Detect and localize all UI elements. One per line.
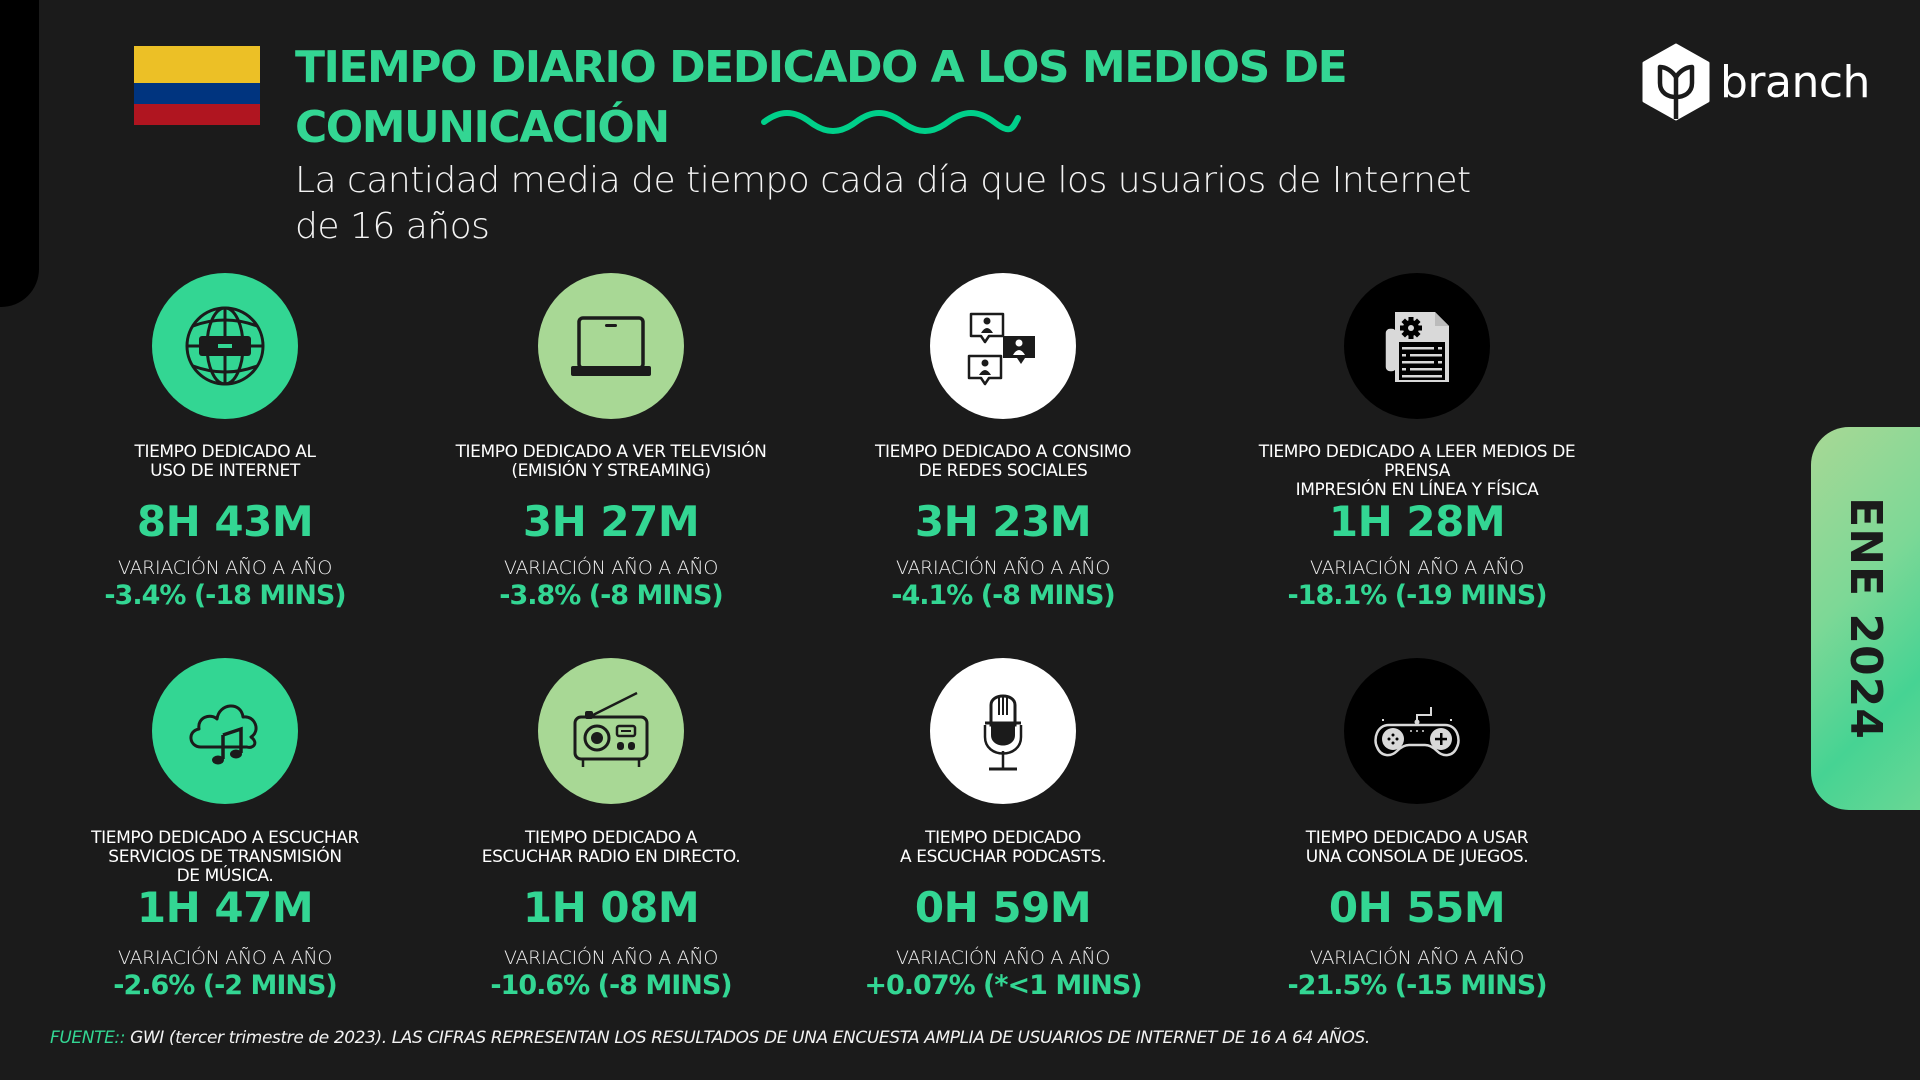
variation-change: -3.8% (-8 MINS)	[499, 580, 724, 611]
stat-label: TIEMPO DEDICADO A USAR UNA CONSOLA DE JU…	[1305, 828, 1529, 867]
icon-circle	[538, 658, 684, 804]
date-tab: ENE 2024	[1811, 427, 1920, 810]
stat-value: 1H 47M	[136, 883, 314, 932]
stat-card-press: TIEMPO DEDICADO A LEER MEDIOS DE PRENSA …	[1227, 273, 1607, 612]
stat-value: 1H 28M	[1328, 497, 1506, 546]
wavy-line-icon	[761, 110, 1021, 134]
stat-card-podcasts: TIEMPO DEDICADO A ESCUCHAR PODCASTS. 0H …	[813, 658, 1193, 1002]
stat-value: 3H 27M	[522, 497, 700, 546]
newspaper-document-icon	[1384, 312, 1449, 382]
icon-circle	[1344, 273, 1490, 419]
stat-label: TIEMPO DEDICADO A ESCUCHAR RADIO EN DIRE…	[481, 828, 741, 867]
stat-card-internet: TIEMPO DEDICADO AL USO DE INTERNET 8H 43…	[35, 273, 415, 612]
variation-label: VARIACIÓN AÑO A AÑO	[503, 947, 719, 969]
branch-logo: branch	[1642, 42, 1870, 122]
left-accent-bar	[0, 0, 39, 307]
subtitle-line-2: de 16 años	[295, 206, 490, 247]
stat-value: 1H 08M	[522, 883, 700, 932]
globe-icon	[185, 306, 265, 386]
title-line-2: COMUNICACIÓN	[295, 102, 670, 153]
variation-label: VARIACIÓN AÑO A AÑO	[895, 947, 1111, 969]
flag-blue-stripe	[134, 83, 260, 104]
stat-label: TIEMPO DEDICADO A VER TELEVISIÓN (EMISIÓ…	[455, 442, 767, 481]
date-tab-label: ENE 2024	[1839, 497, 1891, 740]
variation-change: +0.07% (*<1 MINS)	[864, 970, 1142, 1001]
branch-tulip-hexagon-icon	[1642, 43, 1710, 121]
source-text: GWI (tercer trimestre de 2023). LAS CIFR…	[125, 1028, 1370, 1048]
variation-change: -10.6% (-8 MINS)	[490, 970, 732, 1001]
social-chat-bubbles-icon	[967, 312, 1035, 386]
icon-circle	[538, 273, 684, 419]
flag-yellow-stripe	[134, 46, 260, 83]
variation-change: -3.4% (-18 MINS)	[104, 580, 346, 611]
variation-label: VARIACIÓN AÑO A AÑO	[117, 557, 333, 579]
icon-circle	[1344, 658, 1490, 804]
stat-card-social-media: TIEMPO DEDICADO A CONSIMO DE REDES SOCIA…	[813, 273, 1193, 612]
brand-name: branch	[1720, 56, 1870, 108]
variation-label: VARIACIÓN AÑO A AÑO	[117, 947, 333, 969]
variation-change: -4.1% (-8 MINS)	[891, 580, 1116, 611]
flag-red-stripe	[134, 104, 260, 125]
stat-card-music-streaming: TIEMPO DEDICADO A ESCUCHAR SERVICIOS DE …	[35, 658, 415, 1002]
variation-label: VARIACIÓN AÑO A AÑO	[895, 557, 1111, 579]
source-label: FUENTE::	[50, 1028, 126, 1048]
cloud-music-icon	[189, 704, 258, 765]
stat-value: 3H 23M	[914, 497, 1092, 546]
subtitle-line-1: La cantidad media de tiempo cada día que…	[295, 160, 1471, 201]
stat-label: TIEMPO DEDICADO A ESCUCHAR SERVICIOS DE …	[91, 828, 359, 886]
colombia-flag-icon	[134, 46, 260, 125]
stat-card-television: TIEMPO DEDICADO A VER TELEVISIÓN (EMISIÓ…	[421, 273, 801, 612]
title-line-1: TIEMPO DIARIO DEDICADO A LOS MEDIOS DE	[295, 42, 1348, 93]
icon-circle	[152, 658, 298, 804]
stat-card-gaming-console: TIEMPO DEDICADO A USAR UNA CONSOLA DE JU…	[1227, 658, 1607, 1002]
laptop-icon	[571, 316, 651, 376]
microphone-icon	[983, 694, 1023, 771]
game-controller-icon	[1374, 707, 1460, 757]
icon-circle	[152, 273, 298, 419]
variation-change: -21.5% (-15 MINS)	[1287, 970, 1547, 1001]
page-subtitle: La cantidad media de tiempo cada día que…	[295, 158, 1595, 250]
stat-label: TIEMPO DEDICADO AL USO DE INTERNET	[134, 442, 316, 481]
stat-label: TIEMPO DEDICADO A CONSIMO DE REDES SOCIA…	[874, 442, 1131, 481]
variation-label: VARIACIÓN AÑO A AÑO	[1309, 557, 1525, 579]
stat-card-radio: TIEMPO DEDICADO A ESCUCHAR RADIO EN DIRE…	[421, 658, 801, 1002]
icon-circle	[930, 658, 1076, 804]
stat-value: 8H 43M	[136, 497, 314, 546]
stat-label: TIEMPO DEDICADO A LEER MEDIOS DE PRENSA …	[1258, 442, 1576, 500]
page-title: TIEMPO DIARIO DEDICADO A LOS MEDIOS DE C…	[295, 38, 1445, 158]
variation-label: VARIACIÓN AÑO A AÑO	[1309, 947, 1525, 969]
radio-icon	[573, 691, 649, 767]
source-footnote: FUENTE:: GWI (tercer trimestre de 2023).…	[50, 1028, 1370, 1048]
stat-value: 0H 55M	[1328, 883, 1506, 932]
variation-change: -18.1% (-19 MINS)	[1287, 580, 1547, 611]
variation-change: -2.6% (-2 MINS)	[113, 970, 338, 1001]
icon-circle	[930, 273, 1076, 419]
variation-label: VARIACIÓN AÑO A AÑO	[503, 557, 719, 579]
stat-label: TIEMPO DEDICADO A ESCUCHAR PODCASTS.	[900, 828, 1106, 867]
stat-value: 0H 59M	[914, 883, 1092, 932]
